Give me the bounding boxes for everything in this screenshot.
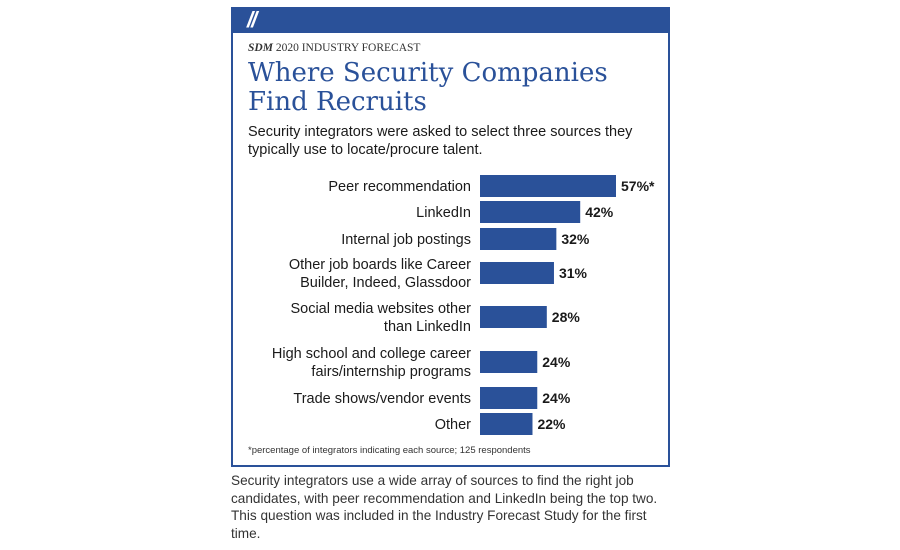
data-label-0: 57%*	[621, 178, 655, 194]
category-label-6: Trade shows/vendor events	[293, 391, 471, 407]
chart-subtitle: Security integrators were asked to selec…	[248, 124, 633, 158]
bar-6	[480, 387, 538, 409]
category-label-7: Other	[435, 417, 471, 433]
bar-2	[480, 228, 557, 250]
data-label-1: 42%	[585, 204, 614, 220]
data-label-2: 32%	[561, 231, 590, 247]
category-label-0: Peer recommendation	[328, 179, 471, 195]
caption: Security integrators use a wide array of…	[231, 473, 658, 541]
bar-3	[480, 262, 554, 284]
bar-1	[480, 201, 581, 223]
chart-title: Where Security Companies Find Recruits	[248, 58, 608, 117]
category-label-2: Internal job postings	[341, 232, 471, 248]
category-label-5: High school and college career fairs/inte…	[272, 346, 471, 380]
data-label-7: 22%	[537, 416, 566, 432]
data-label-3: 31%	[559, 265, 588, 281]
category-label-3: Other job boards like Career Builder, Ind…	[289, 257, 471, 291]
header-bar: //	[233, 7, 668, 33]
data-label-6: 24%	[542, 390, 571, 406]
eyebrow-label: SDM 2020 INDUSTRY FORECAST	[248, 42, 420, 54]
bar-0	[480, 175, 616, 197]
bar-7	[480, 413, 533, 435]
eyebrow-text: 2020 INDUSTRY FORECAST	[272, 42, 421, 54]
data-label-5: 24%	[542, 354, 571, 370]
footnote: *percentage of integrators indicating ea…	[248, 445, 531, 456]
slash-mark: //	[247, 7, 257, 32]
bar-chart: 57%* Peer recommendation 42% LinkedIn 32% Int…	[272, 175, 655, 435]
category-label-4: Social media websites other than LinkedIn	[290, 301, 471, 335]
category-label-1: LinkedIn	[416, 205, 471, 221]
data-label-4: 28%	[552, 309, 581, 325]
infographic-card: // SDM 2020 INDUSTRY FORECAST Where Secu…	[231, 7, 670, 467]
bar-5	[480, 351, 538, 373]
bar-4	[480, 306, 547, 328]
eyebrow-brand: SDM	[248, 42, 273, 54]
